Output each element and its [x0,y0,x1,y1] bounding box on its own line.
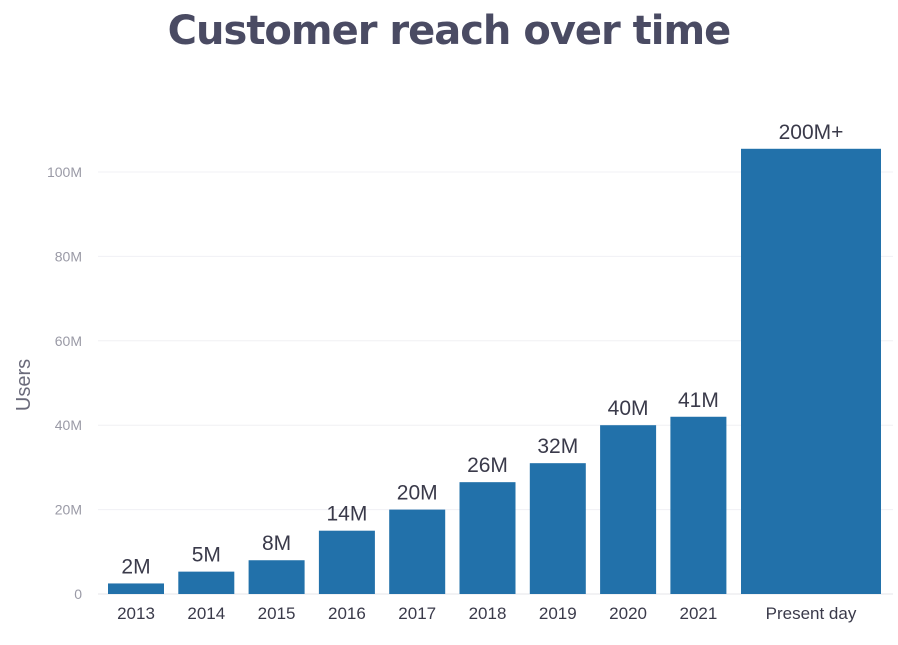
y-tick-label: 60M [55,333,82,349]
data-label: 40M [608,397,649,420]
data-label: 200M+ [779,121,844,144]
x-tick-label: 2014 [187,604,225,623]
bar [670,416,727,594]
data-label: 26M [467,454,508,477]
x-tick-label: 2018 [469,604,507,623]
y-tick-label: 0 [74,586,82,602]
data-label: 32M [537,435,578,458]
bar [318,530,375,594]
bar [600,425,657,594]
y-axis-title: Users [13,359,35,411]
bar [459,482,516,594]
bar [108,583,164,594]
data-label: 20M [397,482,438,505]
x-tick-label: 2017 [398,604,436,623]
x-tick-label: 2019 [539,604,577,623]
bars [108,148,881,595]
y-tick-label: 20M [55,502,82,518]
y-tick-label: 40M [55,417,82,433]
x-tick-label: 2013 [117,604,155,623]
x-tick-label: 2020 [609,604,647,623]
y-tick-label: 100M [47,164,82,180]
data-labels: 2M 5M 8M 14M 20M 26M 32M 40M 41M 200M+ [121,121,843,579]
x-tick-label: Present day [766,604,857,623]
x-tick-label: 2016 [328,604,366,623]
data-label: 8M [262,532,291,555]
x-tick-label: 2021 [679,604,717,623]
data-label: 41M [678,389,719,412]
y-axis-ticks: 0 20M 40M 60M 80M 100M [47,164,82,602]
bar [178,571,235,594]
data-label: 14M [326,503,367,526]
y-tick-label: 80M [55,248,82,264]
x-axis-labels: 2013 2014 2015 2016 2017 2018 2019 2020 2021 Pres… [117,604,857,623]
x-tick-label: 2015 [258,604,296,623]
chart-title: Customer reach over time [167,8,732,54]
bar [389,509,446,594]
bar [741,148,881,595]
bar [248,560,305,594]
data-label: 5M [192,544,221,567]
bar [529,463,586,594]
data-label: 2M [121,555,150,578]
